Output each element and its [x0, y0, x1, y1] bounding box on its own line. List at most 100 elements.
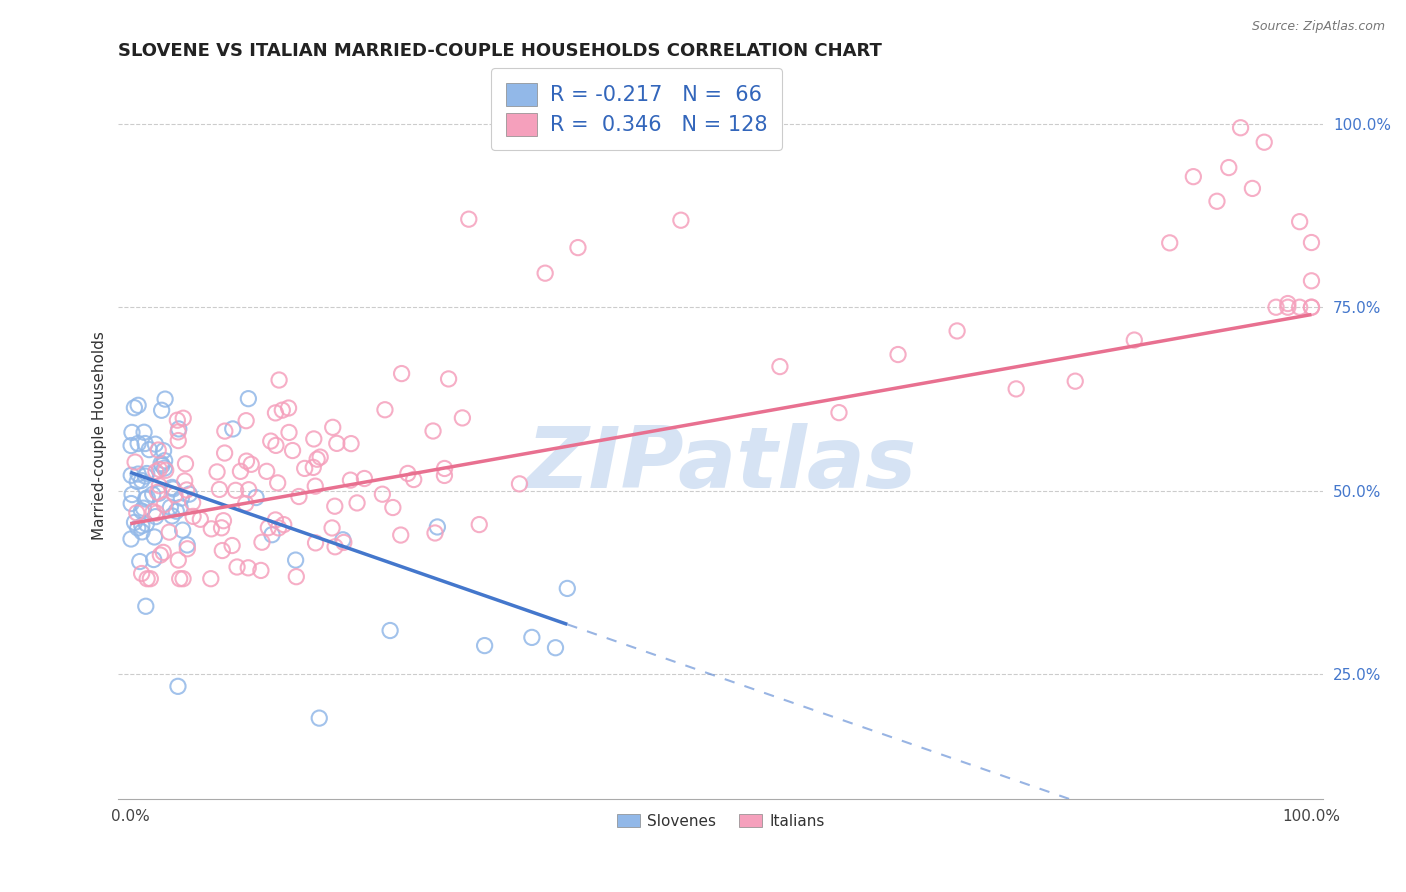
Point: [214, 424, 236, 438]
Point: [135, 516, 157, 531]
Point: [124, 401, 146, 415]
Point: [181, 509, 204, 524]
Point: [143, 530, 166, 544]
Point: [1123, 333, 1146, 347]
Point: [567, 241, 589, 255]
Point: [229, 464, 252, 478]
Point: [162, 482, 184, 496]
Point: [520, 631, 543, 645]
Point: [142, 505, 165, 519]
Point: [148, 486, 170, 500]
Point: [1277, 300, 1299, 314]
Point: [264, 438, 287, 452]
Point: [457, 212, 479, 227]
Point: [257, 521, 280, 535]
Point: [381, 500, 404, 515]
Point: [165, 504, 187, 518]
Point: [208, 483, 231, 497]
Y-axis label: Married-couple Households: Married-couple Households: [93, 331, 107, 540]
Point: [1064, 374, 1087, 388]
Point: [135, 491, 157, 506]
Point: [211, 521, 233, 535]
Point: [1241, 181, 1264, 195]
Point: [260, 527, 283, 541]
Point: [176, 483, 198, 497]
Point: [160, 480, 183, 494]
Point: [145, 509, 167, 524]
Point: [169, 500, 191, 515]
Point: [166, 413, 188, 427]
Point: [153, 461, 176, 475]
Point: [135, 467, 157, 481]
Point: [120, 497, 142, 511]
Point: [127, 467, 149, 481]
Point: [148, 443, 170, 458]
Point: [124, 516, 146, 530]
Point: [143, 437, 166, 451]
Point: [188, 512, 211, 526]
Point: [131, 566, 153, 581]
Point: [174, 457, 197, 471]
Point: [277, 401, 299, 415]
Point: [302, 432, 325, 446]
Point: [302, 460, 325, 475]
Legend: Slovenes, Italians: Slovenes, Italians: [610, 807, 831, 835]
Text: Source: ZipAtlas.com: Source: ZipAtlas.com: [1251, 20, 1385, 33]
Point: [1301, 300, 1323, 314]
Point: [148, 479, 170, 493]
Point: [426, 520, 449, 534]
Point: [173, 474, 195, 488]
Point: [238, 561, 260, 575]
Point: [309, 450, 332, 464]
Point: [238, 392, 260, 406]
Point: [139, 572, 162, 586]
Point: [127, 475, 149, 489]
Point: [281, 443, 304, 458]
Point: [1288, 215, 1310, 229]
Point: [264, 513, 287, 527]
Point: [167, 679, 190, 693]
Point: [200, 572, 222, 586]
Point: [167, 553, 190, 567]
Point: [555, 582, 578, 596]
Text: ZIPatlas: ZIPatlas: [526, 423, 915, 506]
Point: [181, 495, 204, 509]
Point: [149, 548, 172, 562]
Point: [271, 403, 294, 417]
Point: [285, 570, 308, 584]
Point: [205, 465, 228, 479]
Point: [1301, 235, 1323, 250]
Point: [544, 640, 567, 655]
Point: [437, 372, 460, 386]
Point: [153, 498, 176, 512]
Point: [294, 461, 316, 475]
Point: [150, 457, 173, 471]
Point: [245, 491, 267, 505]
Point: [169, 572, 191, 586]
Point: [128, 555, 150, 569]
Point: [260, 434, 283, 449]
Point: [222, 422, 245, 436]
Point: [1005, 382, 1028, 396]
Point: [396, 467, 419, 481]
Point: [121, 487, 143, 501]
Point: [267, 521, 290, 535]
Point: [1277, 296, 1299, 310]
Text: SLOVENE VS ITALIAN MARRIED-COUPLE HOUSEHOLDS CORRELATION CHART: SLOVENE VS ITALIAN MARRIED-COUPLE HOUSEH…: [118, 42, 883, 60]
Point: [1265, 300, 1288, 314]
Point: [153, 392, 176, 406]
Point: [1218, 161, 1240, 175]
Point: [333, 535, 356, 549]
Point: [1253, 135, 1275, 149]
Point: [374, 402, 396, 417]
Point: [323, 540, 346, 554]
Point: [322, 420, 344, 434]
Point: [250, 563, 273, 577]
Point: [131, 504, 153, 518]
Point: [326, 436, 349, 450]
Point: [402, 473, 425, 487]
Point: [163, 488, 186, 502]
Point: [1301, 300, 1323, 314]
Point: [155, 463, 177, 477]
Point: [235, 414, 257, 428]
